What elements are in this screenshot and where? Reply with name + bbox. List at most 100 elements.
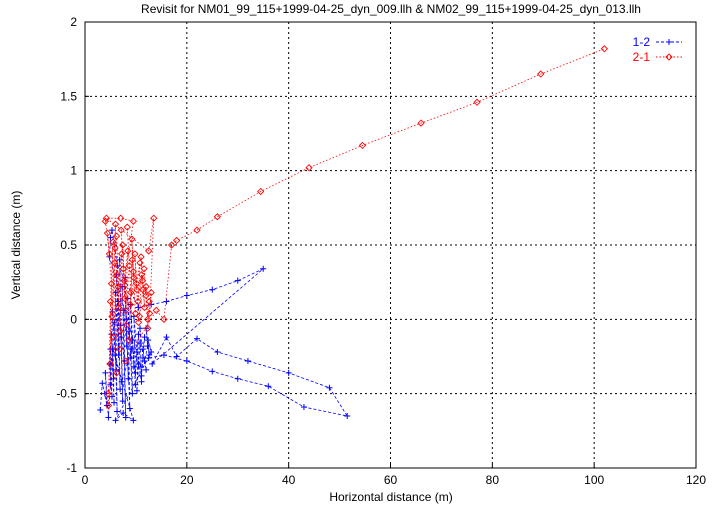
data-point [300,404,307,411]
data-point [114,303,123,312]
data-point [140,265,148,273]
data-point [326,384,333,391]
data-point [109,333,118,341]
data-point [193,226,201,234]
data-point [136,340,143,347]
data-point [285,369,292,376]
data-point [117,226,125,234]
data-point [112,417,119,424]
data-point [142,291,150,300]
data-point [143,366,150,373]
data-point [130,417,137,424]
data-point [114,282,122,291]
data-point [106,297,115,306]
data-point [112,289,119,296]
data-point [173,236,181,245]
data-point [137,271,146,279]
y-tick-label: 0.5 [60,238,77,252]
data-point [140,303,149,312]
data-point [126,405,133,412]
data-point [118,378,125,385]
data-point [124,247,132,255]
data-point [136,325,143,332]
data-point [125,262,133,270]
x-axis-ticks: 0 20 40 60 80 100 120 [82,464,706,487]
data-point [135,360,142,367]
data-point [102,214,111,222]
data-point [138,363,145,370]
data-point [129,217,138,225]
y-tick-label: 2 [70,15,77,29]
data-point [142,282,150,291]
data-point [138,372,145,379]
data-point [106,360,113,367]
data-point [118,250,126,258]
data-point [116,327,124,335]
x-tick-label: 80 [486,473,500,487]
data-point [120,277,128,285]
data-point [109,238,117,246]
data-point [160,352,167,359]
x-axis-label: Horizontal distance (m) [329,490,452,504]
data-point [113,271,121,279]
data-point [106,360,114,368]
legend-label: 1-2 [633,35,651,49]
data-point [131,250,139,258]
data-point [145,297,153,306]
data-point [344,412,351,419]
data-point [148,349,155,356]
data-point [119,398,126,405]
data-point [119,265,127,273]
series-red [101,45,608,410]
data-point [209,368,216,375]
data-point [122,414,129,421]
data-point [234,277,241,284]
data-point [234,375,241,382]
legend-marker [666,39,672,45]
data-point [134,318,143,326]
data-point [117,386,124,393]
data-point [108,393,115,400]
x-tick-label: 40 [282,473,296,487]
data-point [111,220,120,228]
data-point [260,265,267,272]
data-point [105,414,112,421]
data-point [149,360,156,367]
y-tick-label: -1 [66,461,77,475]
data-point [143,324,152,332]
data-point [167,241,176,249]
data-point [104,401,113,410]
data-point [146,309,154,318]
y-axis-ticks: -1 -0.5 0 0.5 1 1.5 2 [56,15,89,475]
data-point [133,349,140,356]
y-axis-label: Vertical distance (m) [9,191,23,300]
data-point [257,187,265,196]
data-point [133,285,141,294]
data-point [141,334,148,341]
data-point [118,334,125,341]
data-point [111,244,119,252]
x-tick-label: 20 [180,473,194,487]
data-point [126,300,134,309]
data-point [145,354,152,361]
data-point [183,292,190,299]
data-point [130,274,138,282]
data-point [104,390,112,398]
data-point [213,213,222,221]
data-point [600,45,608,53]
data-point [110,259,119,267]
data-point [125,336,133,344]
legend-marker [665,53,673,61]
data-point [122,306,130,315]
y-tick-label: -0.5 [56,387,77,401]
data-point [150,214,158,222]
data-point [194,335,201,342]
series-line [105,48,605,406]
data-point [265,383,272,390]
data-point [137,253,145,261]
data-point [537,70,545,78]
data-point [214,349,221,356]
data-point [132,369,139,376]
data-point [209,286,216,293]
